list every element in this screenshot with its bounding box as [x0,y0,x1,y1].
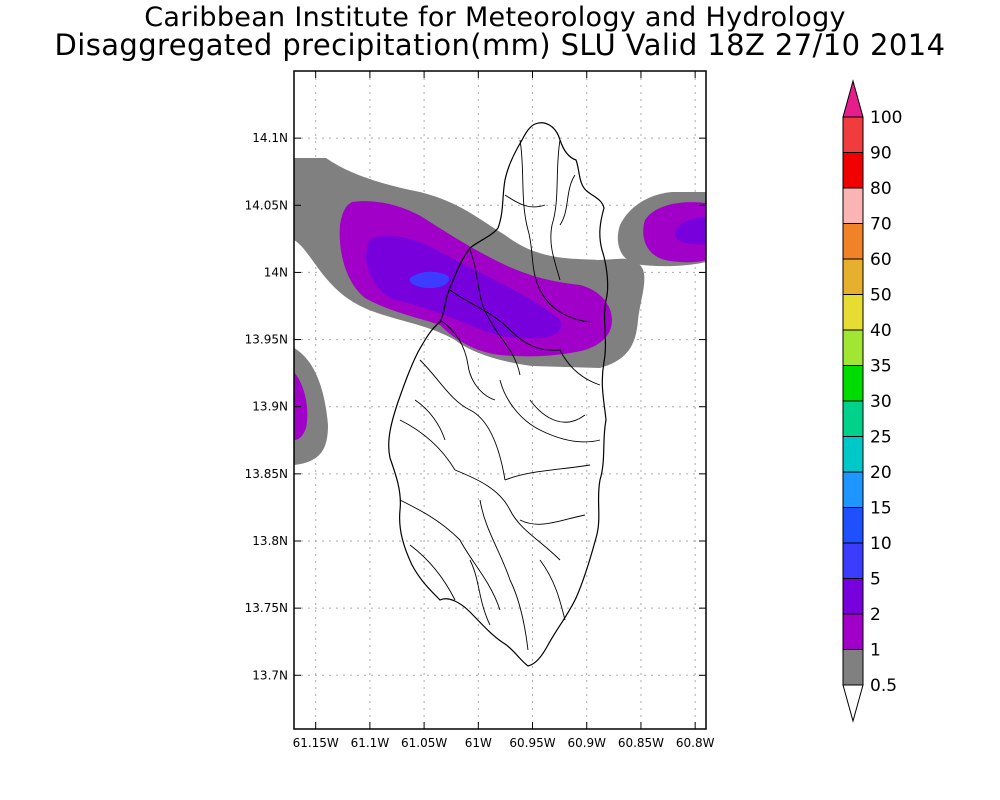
colorbar: 100 90 80 70 60 50 40 35 30 25 20 15 10 5 2 1 0.5 [842,79,902,723]
lat-tick-label: 14.05N [245,198,288,212]
colorbar-label: 15 [870,499,892,519]
colorbar-swatch [842,400,864,437]
colorbar-swatch [842,152,864,189]
colorbar-swatch [842,223,864,260]
map-title-institute: Caribbean Institute for Meteorology and … [144,2,846,33]
map-title-product: Disaggregated precipitation(mm) SLU Vali… [54,28,946,62]
colorbar-swatch [842,187,864,224]
colorbar-label: 30 [870,392,892,412]
lat-tick-label: 13.8N [252,534,288,548]
colorbar-triangle-bottom [842,684,864,723]
colorbar-label: 80 [870,179,892,199]
lon-tick-label: 61.15W [293,736,339,750]
colorbar-label: 10 [870,534,892,554]
precipitation-field [294,158,706,465]
lon-tick-label: 61.05W [401,736,447,750]
colorbar-swatch [842,258,864,295]
island-outline [388,122,609,667]
colorbar-swatch [842,649,864,686]
lat-tick-label: 14.1N [252,131,288,145]
colorbar-label: 70 [870,215,892,235]
precip-area-gray-west [294,348,328,465]
colorbar-swatch [842,329,864,366]
colorbar-label: 2 [870,605,881,625]
axis-ticks: 14.1N 14.05N 14N 13.95N 13.9N 13.85N 13.8N 13.7… [245,71,715,750]
precip-area-violet-east [674,217,706,245]
colorbar-label: 20 [870,463,892,483]
colorbar-label: 60 [870,250,892,270]
lon-tick-label: 60.9W [567,736,606,750]
colorbar-label: 40 [870,321,892,341]
colorbar-label: 100 [870,108,902,128]
precip-area-purple-west [294,372,308,440]
lat-tick-label: 13.9N [252,400,288,414]
lat-tick-label: 13.95N [245,333,288,347]
colorbar-triangle-top [842,79,864,118]
precip-area-purple-east [643,202,706,263]
colorbar-swatch [842,542,864,579]
colorbar-swatch [842,365,864,402]
rivers [399,139,601,651]
colorbar-swatch [842,294,864,331]
lon-tick-label: 60.95W [509,736,555,750]
precip-area-violet [366,235,562,339]
colorbar-label: 5 [870,570,881,590]
lon-tick-label: 61.1W [351,736,390,750]
colorbar-label: 1 [870,641,881,661]
lat-tick-label: 13.85N [245,467,288,481]
lon-tick-label: 60.8W [676,736,715,750]
colorbar-swatch [842,471,864,508]
coastline [388,122,609,667]
colorbar-swatch [842,116,864,153]
colorbar-swatch [842,613,864,650]
colorbar-label: 0.5 [870,676,897,696]
colorbar-swatch [842,436,864,473]
precip-area-blue [409,271,450,288]
colorbar-label: 50 [870,286,892,306]
grid-lines [294,71,706,729]
lon-tick-label: 61W [465,736,492,750]
lat-tick-label: 14N [264,265,288,279]
lat-tick-label: 13.7N [252,668,288,682]
lat-tick-label: 13.75N [245,601,288,615]
colorbar-label: 35 [870,357,892,377]
colorbar-swatch [842,578,864,615]
colorbar-swatch [842,507,864,544]
lon-tick-label: 60.85W [618,736,664,750]
colorbar-label: 25 [870,428,892,448]
plot-frame [293,70,707,730]
colorbar-label: 90 [870,144,892,164]
